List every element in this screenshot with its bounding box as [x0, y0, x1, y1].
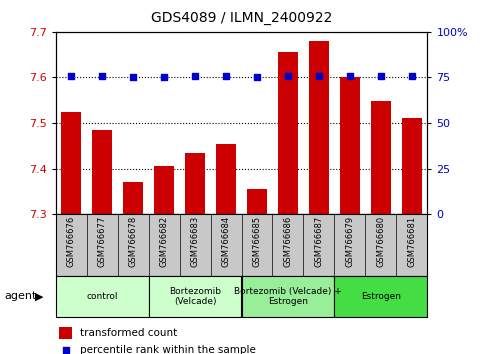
Bar [92, 130, 112, 214]
Point [160, 75, 168, 80]
Point [315, 73, 323, 79]
Bar [61, 112, 81, 214]
Bar [309, 41, 329, 214]
Text: GSM766684: GSM766684 [222, 216, 230, 267]
Point [346, 73, 354, 79]
Point [98, 73, 106, 79]
Point [62, 347, 70, 353]
Point [408, 73, 416, 79]
Text: control: control [86, 292, 118, 301]
Bar [278, 52, 298, 214]
Point [67, 73, 75, 79]
Text: GSM766687: GSM766687 [314, 216, 324, 267]
Text: GSM766680: GSM766680 [376, 216, 385, 267]
Bar [59, 327, 72, 339]
Text: GSM766678: GSM766678 [128, 216, 138, 267]
Bar [247, 189, 267, 214]
Point [284, 73, 292, 79]
Bar [154, 166, 174, 214]
Bar [185, 153, 205, 214]
Text: GSM766685: GSM766685 [253, 216, 261, 267]
Text: GSM766681: GSM766681 [408, 216, 416, 267]
Bar [371, 101, 391, 214]
Point [191, 73, 199, 79]
Text: GSM766677: GSM766677 [98, 216, 107, 267]
Bar [402, 119, 422, 214]
Text: GSM766679: GSM766679 [345, 216, 355, 267]
Point [253, 75, 261, 80]
Text: GSM766676: GSM766676 [67, 216, 75, 267]
Text: ▶: ▶ [35, 291, 43, 302]
Text: Estrogen: Estrogen [361, 292, 401, 301]
Text: agent: agent [5, 291, 37, 302]
Text: GSM766686: GSM766686 [284, 216, 293, 267]
Text: GSM766682: GSM766682 [159, 216, 169, 267]
Bar [242, 276, 334, 317]
Point [129, 75, 137, 80]
Point [377, 73, 385, 79]
Text: percentile rank within the sample: percentile rank within the sample [80, 345, 256, 354]
Point [222, 73, 230, 79]
Bar [56, 276, 149, 317]
Bar [149, 276, 242, 317]
Text: GSM766683: GSM766683 [190, 216, 199, 267]
Text: Bortezomib
(Velcade): Bortezomib (Velcade) [169, 287, 221, 306]
Text: GDS4089 / ILMN_2400922: GDS4089 / ILMN_2400922 [151, 11, 332, 25]
Bar [216, 143, 236, 214]
Bar [334, 276, 427, 317]
Text: Bortezomib (Velcade) +
Estrogen: Bortezomib (Velcade) + Estrogen [234, 287, 342, 306]
Bar [123, 182, 143, 214]
Text: transformed count: transformed count [80, 328, 177, 338]
Bar [340, 78, 360, 214]
